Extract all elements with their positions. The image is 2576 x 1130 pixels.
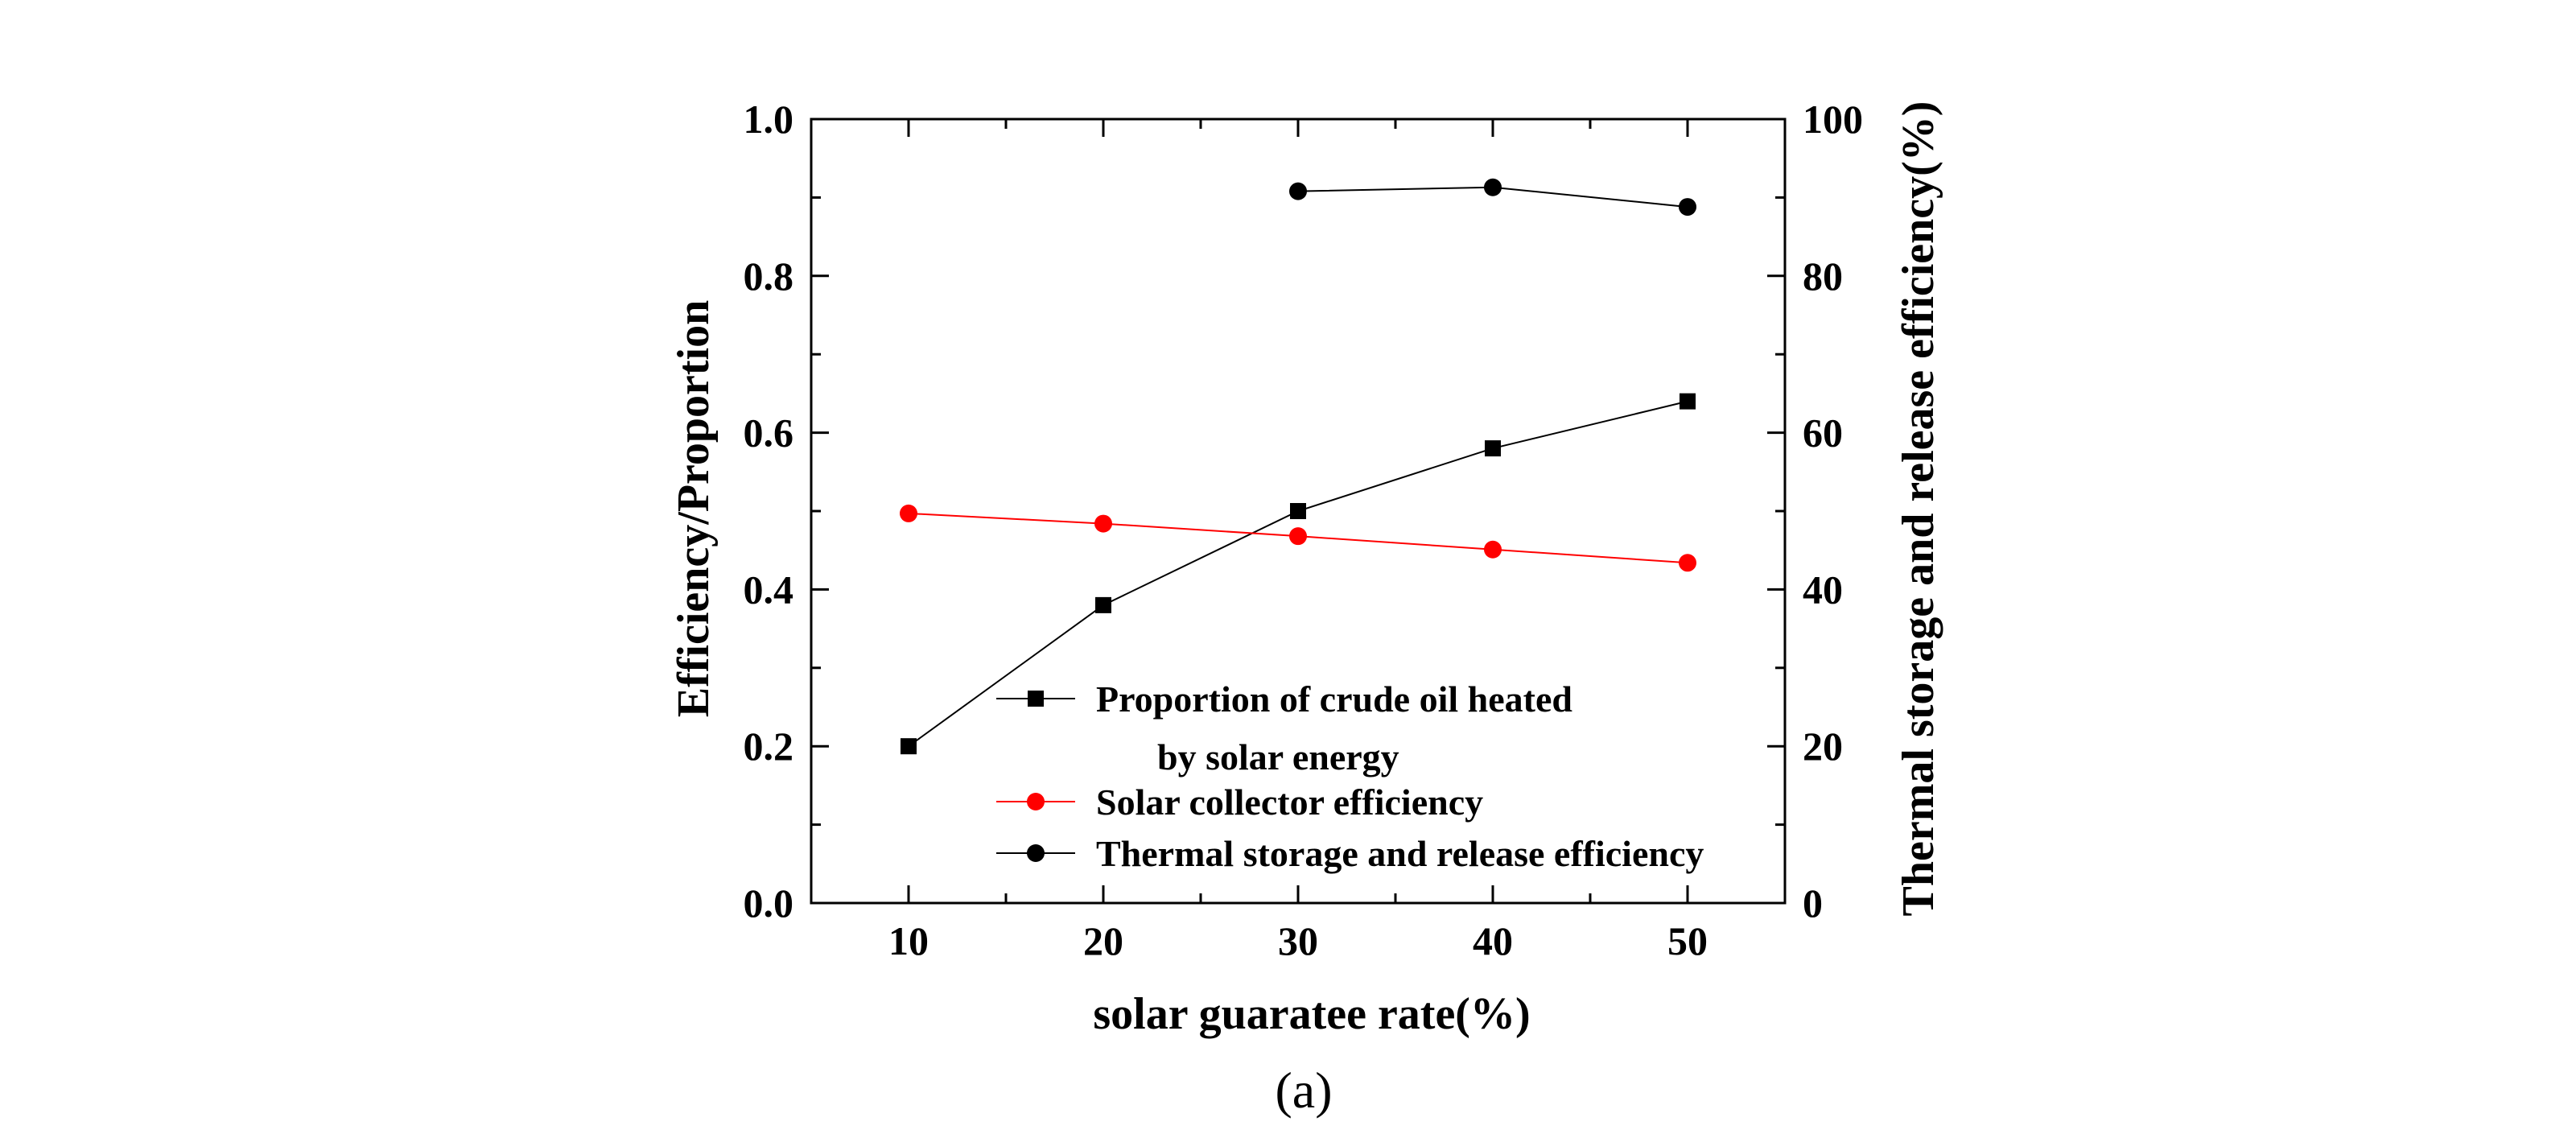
series-3-point bbox=[1289, 182, 1307, 200]
x-tick-label: 40 bbox=[1473, 918, 1513, 963]
legend-label: Solar collector efficiency bbox=[1096, 782, 1483, 823]
axes-layer: 10 20 30 40 50 0.0 0.2 0.4 0.6 0.8 1.0 0 20 40 60 80 100 bbox=[744, 97, 1864, 963]
series-2-point bbox=[1094, 514, 1112, 533]
x-axis-label: solar guaratee rate(%) bbox=[1093, 989, 1530, 1039]
legend-marker bbox=[1028, 691, 1044, 707]
y-axis-right-label: Thermal storage and release efficiency(%… bbox=[1894, 101, 1943, 917]
y-left-tick-label: 0.4 bbox=[744, 567, 794, 612]
y-left-tick-label: 0.0 bbox=[744, 880, 794, 926]
series-1-point bbox=[1095, 596, 1111, 613]
y-right-tick-label: 0 bbox=[1803, 880, 1823, 926]
y-right-tick-label: 60 bbox=[1803, 410, 1843, 456]
legend: Proportion of crude oil heated Solar coll… bbox=[996, 678, 1704, 874]
series-1-point bbox=[901, 738, 917, 755]
series-layer bbox=[900, 178, 1696, 755]
figure-caption: (a) bbox=[1275, 1062, 1332, 1119]
x-tick-label: 10 bbox=[888, 918, 929, 963]
y-axis-left-label: Efficiency/Proportion bbox=[669, 300, 719, 717]
series-2-point bbox=[1679, 554, 1696, 572]
legend-marker bbox=[1027, 844, 1045, 862]
y-right-tick-label: 40 bbox=[1803, 567, 1843, 612]
series-1-point bbox=[1680, 393, 1696, 410]
y-right-tick-label: 100 bbox=[1803, 97, 1863, 142]
series-2-point bbox=[1289, 527, 1307, 546]
legend-marker bbox=[1027, 793, 1045, 810]
series-3-point bbox=[1679, 198, 1696, 217]
y-left-tick-label: 1.0 bbox=[744, 97, 794, 142]
series-2-point bbox=[900, 504, 917, 522]
series-2-point bbox=[1484, 540, 1502, 559]
y-right-tick-label: 20 bbox=[1803, 724, 1843, 769]
y-left-tick-label: 0.6 bbox=[744, 410, 794, 456]
x-tick-label: 30 bbox=[1278, 918, 1318, 963]
legend-label: Proportion of crude oil heated bbox=[1096, 678, 1572, 720]
y-left-tick-label: 0.8 bbox=[744, 254, 794, 299]
series-1-point bbox=[1485, 440, 1501, 457]
x-tick-label: 20 bbox=[1083, 918, 1123, 963]
series-1-point bbox=[1290, 503, 1306, 519]
legend-label: Thermal storage and release efficiency bbox=[1096, 833, 1704, 874]
x-tick-label: 50 bbox=[1667, 918, 1708, 963]
y-left-tick-label: 0.2 bbox=[744, 724, 794, 769]
series-3-point bbox=[1484, 178, 1502, 196]
y-right-tick-label: 80 bbox=[1803, 254, 1843, 299]
legend-label-continuation: by solar energy bbox=[1157, 736, 1399, 777]
